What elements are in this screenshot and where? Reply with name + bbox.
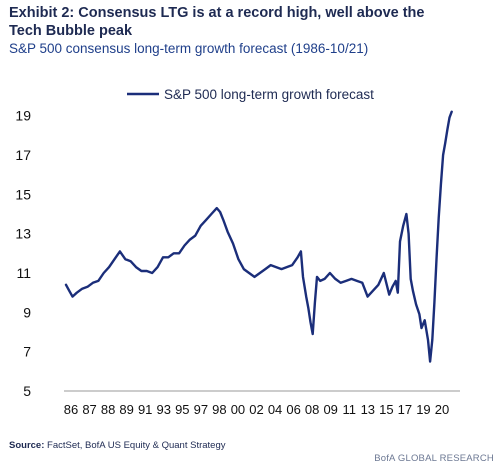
x-tick-label: 08 <box>305 402 319 417</box>
y-tick-label: 19 <box>15 108 31 124</box>
brand-footer: BofA GLOBAL RESEARCH <box>374 453 494 464</box>
series-line <box>64 110 453 363</box>
y-tick-label: 11 <box>16 265 31 281</box>
source-label: Source: <box>9 440 45 451</box>
x-tick-label: 15 <box>379 402 393 417</box>
x-tick-label: 91 <box>138 402 152 417</box>
exhibit-title: Exhibit 2: Consensus LTG is at a record … <box>9 5 425 39</box>
x-tick-label: 95 <box>175 402 189 417</box>
x-tick-label: 89 <box>119 402 133 417</box>
x-tick-label: 02 <box>249 402 263 417</box>
x-tick-label: 13 <box>361 402 375 417</box>
x-tick-labels: 86 87 88 89 91 93 95 97 98 00 02 04 06 08 09 11 13 15 17 19… <box>64 402 449 417</box>
y-tick-label: 15 <box>15 186 31 202</box>
source-text: FactSet, BofA US Equity & Quant Strategy <box>47 440 226 451</box>
x-tick-label: 97 <box>194 402 208 417</box>
x-tick-label: 11 <box>343 402 357 417</box>
legend: S&P 500 long-term growth forecast <box>127 87 374 102</box>
y-tick-labels: 5 7 9 11 13 15 17 19 <box>15 108 31 399</box>
x-tick-label: 06 <box>286 402 300 417</box>
x-tick-label: 20 <box>435 402 449 417</box>
x-tick-label: 19 <box>416 402 430 417</box>
x-tick-label: 88 <box>101 402 115 417</box>
x-tick-label: 87 <box>82 402 96 417</box>
y-tick-label: 17 <box>15 147 31 163</box>
y-tick-label: 9 <box>23 304 31 320</box>
x-tick-label: 09 <box>323 402 337 417</box>
x-tick-label: 00 <box>231 402 245 417</box>
x-tick-label: 86 <box>64 402 78 417</box>
source-note: Source: FactSet, BofA US Equity & Quant … <box>9 440 226 451</box>
y-tick-label: 7 <box>23 344 31 360</box>
x-tick-label: 04 <box>268 402 282 417</box>
x-tick-label: 17 <box>398 402 412 417</box>
x-tick-label: 98 <box>212 402 226 417</box>
chart-subtitle: S&P 500 consensus long-term growth forec… <box>9 41 369 56</box>
y-tick-label: 5 <box>23 383 31 399</box>
legend-label: S&P 500 long-term growth forecast <box>164 87 374 102</box>
y-tick-label: 13 <box>15 226 31 242</box>
x-tick-label: 93 <box>157 402 171 417</box>
